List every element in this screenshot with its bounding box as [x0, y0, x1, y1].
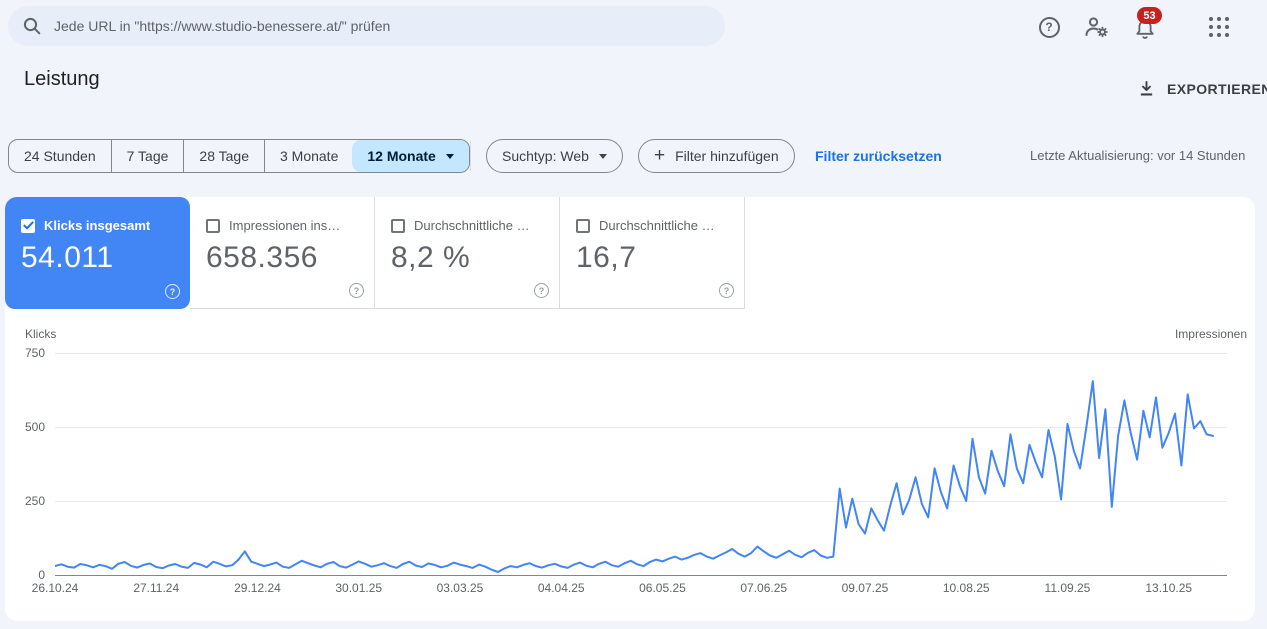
x-tick-label: 30.01.25	[335, 581, 383, 595]
url-inspection-search-bar[interactable]	[8, 6, 725, 46]
range-12-months-label: 12 Monate	[367, 148, 436, 164]
notification-count-badge: 53	[1137, 7, 1162, 24]
metric-value: 54.011	[21, 241, 114, 274]
url-inspection-input[interactable]	[54, 18, 711, 34]
range-7-days[interactable]: 7 Tage	[110, 140, 184, 172]
download-icon	[1140, 80, 1153, 96]
metric-card-clicks[interactable]: Klicks insgesamt 54.011 ?	[5, 197, 190, 309]
search-icon	[23, 17, 41, 35]
help-icon: ?	[1038, 16, 1060, 38]
metric-label: Durchschnittliche …	[414, 218, 530, 233]
checkbox-empty-icon[interactable]	[576, 218, 590, 233]
y-tick-label: 500	[24, 420, 45, 434]
x-tick-label: 10.08.25	[942, 581, 990, 595]
metric-card-avg-ctr[interactable]: Durchschnittliche … 8,2 % ?	[375, 197, 560, 309]
gridline-750	[55, 353, 1227, 354]
gridline-250	[55, 501, 1227, 502]
x-tick-label: 06.05.25	[639, 581, 686, 595]
y-tick-label: 0	[38, 568, 45, 582]
x-tick-label: 27.11.24	[133, 581, 180, 595]
help-icon[interactable]: ?	[719, 283, 734, 298]
export-button[interactable]: EXPORTIEREN	[1138, 80, 1267, 97]
google-apps-button[interactable]	[1206, 14, 1232, 40]
range-12-months-selected[interactable]: 12 Monate	[352, 140, 469, 172]
filter-row-divider	[470, 141, 471, 171]
checkbox-empty-icon[interactable]	[391, 218, 405, 233]
range-3-months[interactable]: 3 Monate	[263, 140, 353, 172]
metric-label: Durchschnittliche …	[599, 218, 715, 233]
page-title: Leistung	[24, 68, 100, 90]
x-tick-label: 09.07.25	[841, 581, 889, 595]
help-icon[interactable]: ?	[349, 283, 364, 298]
y-axis-title-impressions: Impressionen	[1174, 327, 1247, 341]
help-button[interactable]: ?	[1036, 14, 1062, 40]
checkbox-checked-icon[interactable]	[21, 218, 35, 233]
metric-value: 658.356	[206, 241, 318, 274]
add-filter-label: Filter hinzufügen	[675, 148, 779, 164]
help-icon[interactable]: ?	[534, 283, 549, 298]
last-update-text: Letzte Aktualisierung: vor 14 Stunden	[1030, 148, 1246, 163]
chevron-down-icon	[445, 153, 454, 159]
y-tick-label: 250	[24, 494, 45, 508]
x-tick-label: 11.09.25	[1044, 581, 1091, 595]
metric-card-impressions[interactable]: Impressionen ins… 658.356 ?	[190, 197, 375, 309]
user-settings-icon	[1085, 17, 1108, 38]
export-label: EXPORTIEREN	[1167, 80, 1267, 97]
x-tick-label: 26.10.24	[31, 581, 79, 595]
x-tick-label: 04.04.25	[537, 581, 585, 595]
range-28-days[interactable]: 28 Tage	[183, 140, 264, 172]
gridline-500	[55, 427, 1227, 428]
x-tick-label: 07.06.25	[740, 581, 788, 595]
apps-grid-icon	[1209, 17, 1229, 37]
metric-card-avg-position[interactable]: Durchschnittliche … 16,7 ?	[560, 197, 745, 309]
metric-label: Impressionen ins…	[229, 218, 341, 233]
x-tick-label: 29.12.24	[234, 581, 281, 595]
add-filter-button[interactable]: + Filter hinzufügen	[638, 139, 795, 173]
checkbox-empty-icon[interactable]	[206, 218, 220, 233]
user-settings-button[interactable]	[1084, 14, 1110, 40]
performance-panel: Klicks insgesamt 54.011 ? Impressionen i…	[5, 197, 1255, 621]
x-axis-baseline	[55, 575, 1227, 576]
metric-value: 8,2 %	[391, 241, 471, 274]
help-icon[interactable]: ?	[165, 284, 180, 299]
chevron-down-icon	[598, 153, 607, 159]
range-24-hours[interactable]: 24 Stunden	[24, 148, 96, 164]
x-tick-label: 13.10.25	[1145, 581, 1193, 595]
plus-icon: +	[654, 144, 666, 166]
date-range-segmented-control: 24 Stunden 7 Tage 28 Tage 3 Monate 12 Mo…	[8, 139, 470, 173]
metric-label: Klicks insgesamt	[44, 218, 151, 233]
reset-filters-link[interactable]: Filter zurücksetzen	[815, 148, 942, 164]
metric-value: 16,7	[576, 241, 637, 274]
clicks-line-chart[interactable]	[55, 343, 1215, 583]
y-axis-title-clicks: Klicks	[25, 327, 57, 341]
search-type-dropdown[interactable]: Suchtyp: Web	[486, 139, 623, 173]
x-tick-label: 03.03.25	[436, 581, 484, 595]
search-type-label: Suchtyp: Web	[502, 148, 589, 164]
y-tick-label: 750	[24, 346, 45, 360]
